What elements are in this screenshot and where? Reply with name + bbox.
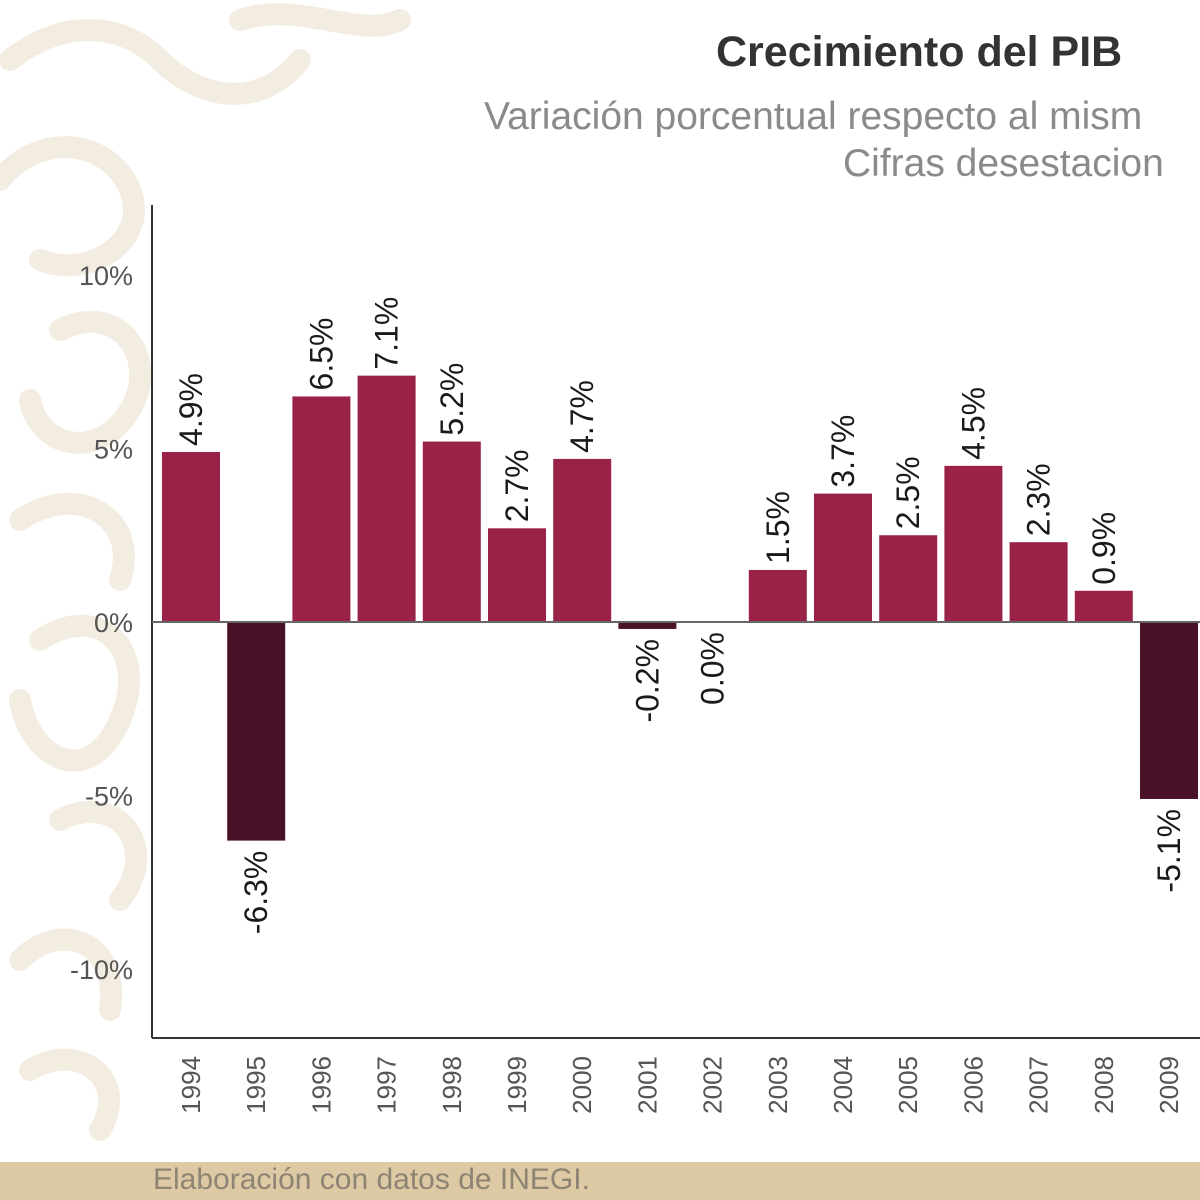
data-label: 0.0% — [695, 632, 731, 705]
data-label: 2.3% — [1021, 463, 1057, 536]
chart-subtitle: Variación porcentual respecto al mism — [484, 95, 1143, 138]
x-tick-label: 2009 — [1154, 1056, 1184, 1114]
x-tick-label: 1999 — [502, 1056, 532, 1114]
data-label: 4.7% — [564, 380, 600, 453]
data-label: -6.3% — [238, 851, 274, 935]
data-label: 7.1% — [369, 297, 405, 370]
data-label: 3.7% — [825, 415, 861, 488]
y-tick-label: -10% — [70, 955, 133, 985]
bar-2006 — [944, 465, 1003, 622]
bar-1997 — [357, 375, 416, 622]
x-tick-label: 1997 — [372, 1056, 402, 1114]
y-tick-label: 10% — [79, 261, 133, 291]
x-tick-label: 2001 — [632, 1056, 662, 1114]
bar-1998 — [422, 441, 481, 622]
data-label: 0.9% — [1086, 512, 1122, 585]
bar-1995 — [227, 622, 286, 841]
bar-2004 — [814, 493, 872, 622]
data-label: 6.5% — [303, 318, 339, 391]
data-label: -0.2% — [629, 639, 665, 723]
bar-2001 — [618, 622, 677, 629]
footer-band — [0, 1162, 1200, 1200]
x-tick-label: 2003 — [763, 1056, 793, 1114]
data-label: -5.1% — [1151, 809, 1187, 893]
bar-2000 — [553, 458, 612, 622]
data-label: 2.5% — [890, 456, 926, 529]
bar-2003 — [748, 569, 807, 622]
footer-source: Elaboración con datos de INEGI. — [153, 1163, 590, 1196]
chart-title: Crecimiento del PIB — [716, 28, 1123, 76]
x-tick-label: 2002 — [698, 1056, 728, 1114]
chart-subtitle-line2: Cifras desestacion — [843, 142, 1164, 185]
x-tick-label: 2004 — [828, 1056, 858, 1114]
x-tick-label: 2008 — [1089, 1056, 1119, 1114]
data-label: 5.2% — [434, 363, 470, 436]
bar-1996 — [292, 396, 351, 622]
data-label: 1.5% — [760, 491, 796, 564]
bar-2009 — [1140, 622, 1198, 799]
bar-2005 — [879, 535, 938, 622]
bar-1999 — [488, 528, 546, 622]
data-label: 4.5% — [955, 387, 991, 460]
bar-1994 — [162, 451, 220, 622]
x-tick-label: 1994 — [176, 1056, 206, 1114]
data-label: 2.7% — [499, 449, 535, 522]
x-tick-label: 2007 — [1024, 1056, 1054, 1114]
bar-2007 — [1009, 542, 1068, 622]
x-tick-label: 2005 — [893, 1056, 923, 1114]
x-tick-label: 2006 — [958, 1056, 988, 1114]
y-tick-label: 5% — [94, 435, 133, 465]
y-tick-label: -5% — [85, 782, 133, 812]
x-tick-label: 1998 — [437, 1056, 467, 1114]
x-tick-label: 2000 — [567, 1056, 597, 1114]
x-tick-label: 1995 — [241, 1056, 271, 1114]
data-label: 4.9% — [173, 373, 209, 446]
x-tick-label: 1996 — [306, 1056, 336, 1114]
y-tick-label: 0% — [94, 608, 133, 638]
bar-2008 — [1074, 590, 1133, 622]
